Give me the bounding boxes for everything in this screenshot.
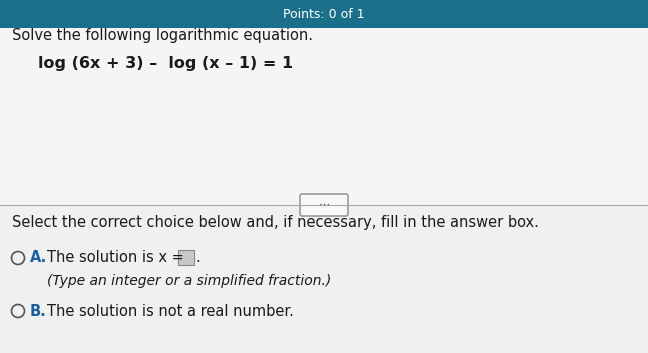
Bar bbox=[0, 205, 648, 353]
Text: Solve the following logarithmic equation.: Solve the following logarithmic equation… bbox=[12, 28, 313, 43]
Text: Points: 0 of 1: Points: 0 of 1 bbox=[283, 7, 365, 20]
Bar bbox=[0, 0, 648, 28]
Text: Select the correct choice below and, if necessary, fill in the answer box.: Select the correct choice below and, if … bbox=[12, 215, 539, 230]
Text: ⋯: ⋯ bbox=[318, 200, 330, 210]
Text: B.: B. bbox=[30, 304, 47, 318]
FancyBboxPatch shape bbox=[300, 194, 348, 216]
Text: .: . bbox=[195, 251, 200, 265]
Text: log (6x + 3) –  log (x – 1) = 1: log (6x + 3) – log (x – 1) = 1 bbox=[38, 56, 293, 71]
Text: The solution is not a real number.: The solution is not a real number. bbox=[47, 304, 294, 318]
Text: The solution is x =: The solution is x = bbox=[47, 251, 184, 265]
Text: A.: A. bbox=[30, 251, 47, 265]
Bar bbox=[0, 28, 648, 205]
Text: (Type an integer or a simplified fraction.): (Type an integer or a simplified fractio… bbox=[47, 274, 331, 288]
FancyBboxPatch shape bbox=[178, 250, 194, 265]
